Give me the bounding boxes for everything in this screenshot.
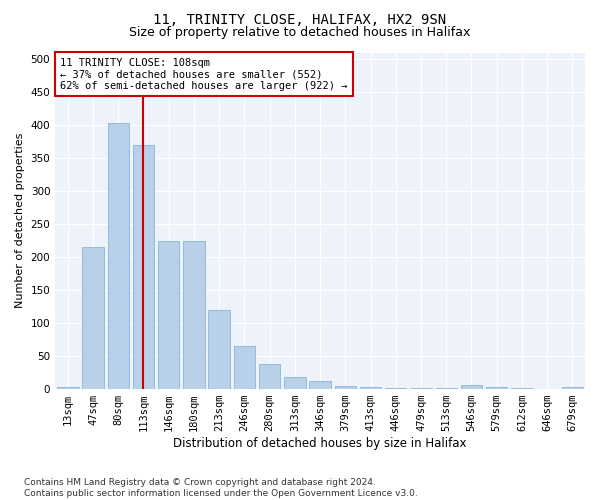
Y-axis label: Number of detached properties: Number of detached properties: [15, 133, 25, 308]
Bar: [461, 385, 482, 389]
Bar: [57, 387, 79, 389]
Bar: [183, 240, 205, 389]
Bar: [335, 386, 356, 389]
Text: Size of property relative to detached houses in Halifax: Size of property relative to detached ho…: [130, 26, 470, 39]
Bar: [410, 388, 432, 389]
Bar: [208, 310, 230, 389]
Text: Contains HM Land Registry data © Crown copyright and database right 2024.
Contai: Contains HM Land Registry data © Crown c…: [24, 478, 418, 498]
Bar: [107, 123, 129, 389]
Bar: [82, 247, 104, 389]
Bar: [259, 364, 280, 389]
Bar: [360, 387, 381, 389]
Text: 11 TRINITY CLOSE: 108sqm
← 37% of detached houses are smaller (552)
62% of semi-: 11 TRINITY CLOSE: 108sqm ← 37% of detach…: [61, 58, 348, 90]
Text: 11, TRINITY CLOSE, HALIFAX, HX2 9SN: 11, TRINITY CLOSE, HALIFAX, HX2 9SN: [154, 12, 446, 26]
X-axis label: Distribution of detached houses by size in Halifax: Distribution of detached houses by size …: [173, 437, 467, 450]
Bar: [133, 145, 154, 389]
Bar: [385, 388, 406, 389]
Bar: [158, 240, 179, 389]
Bar: [284, 377, 305, 389]
Bar: [233, 346, 255, 389]
Bar: [310, 381, 331, 389]
Bar: [486, 387, 508, 389]
Bar: [436, 388, 457, 389]
Bar: [562, 387, 583, 389]
Bar: [511, 388, 533, 389]
